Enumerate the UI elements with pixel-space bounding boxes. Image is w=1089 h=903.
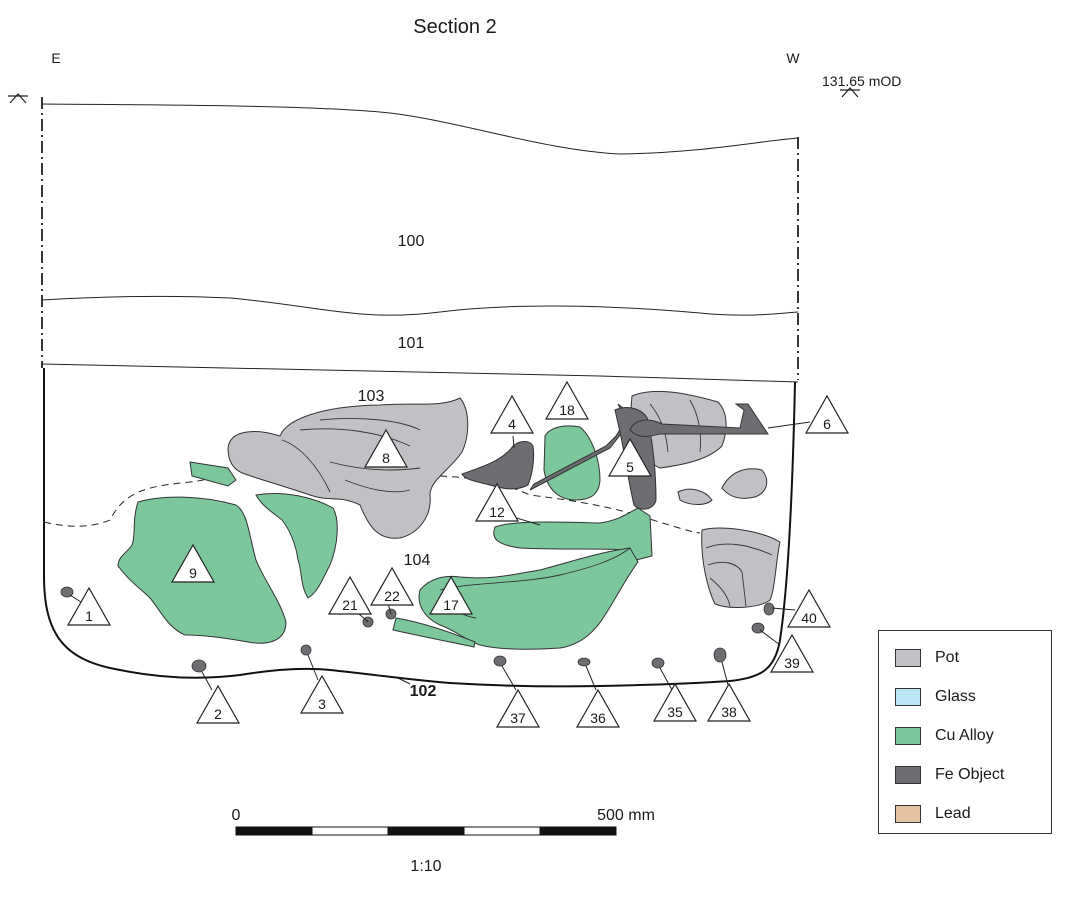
- section-title: Section 2: [413, 16, 496, 38]
- scale-segment-5: [539, 826, 617, 836]
- glass-swatch: [895, 688, 921, 706]
- datum-label: 131.65 mOD: [822, 73, 901, 89]
- context-label-100: 100: [398, 233, 425, 250]
- find-dot-35: [651, 657, 665, 669]
- lead-swatch: [895, 805, 921, 823]
- datum-marker-left: [8, 93, 28, 104]
- find-label-5: 5: [626, 459, 634, 475]
- find-label-1: 1: [85, 608, 93, 624]
- cu-object-18: [543, 425, 601, 501]
- legend-item-fe-object: Fe Object: [895, 764, 1004, 786]
- fe-object-4: [461, 441, 535, 490]
- cu-fragment-a: [189, 461, 237, 487]
- find-label-17: 17: [443, 597, 459, 613]
- cu-object-17-seam: [439, 547, 631, 591]
- pot-swatch: [895, 649, 921, 667]
- context-label-103: 103: [358, 388, 385, 405]
- find-label-21: 21: [342, 597, 358, 613]
- find-label-40: 40: [801, 610, 817, 626]
- fe-object-6: [629, 403, 769, 437]
- find-label-38: 38: [721, 704, 737, 720]
- context-label-104: 104: [404, 552, 431, 569]
- legend: Pot Glass Cu Alloy Fe Object Lead: [878, 630, 1052, 834]
- find-label-6: 6: [823, 416, 831, 432]
- pot-sherd-b: [677, 488, 713, 505]
- legend-label: Glass: [935, 688, 976, 705]
- legend-item-pot: Pot: [895, 647, 959, 669]
- scale-ratio-label: 1:10: [410, 858, 441, 875]
- find-label-9: 9: [189, 565, 197, 581]
- find-label-35: 35: [667, 704, 683, 720]
- east-label: E: [51, 50, 60, 66]
- find-dot-2: [191, 659, 207, 673]
- west-label: W: [786, 50, 800, 66]
- context-label-101: 101: [398, 335, 425, 352]
- cu-object-12: [493, 507, 653, 561]
- legend-label: Lead: [935, 805, 971, 822]
- find-label-37: 37: [510, 710, 526, 726]
- find-label-8: 8: [382, 450, 390, 466]
- legend-label: Cu Alloy: [935, 727, 994, 744]
- legend-item-glass: Glass: [895, 686, 976, 708]
- find-dot-1: [60, 586, 74, 598]
- scale-segment-4: [463, 826, 541, 836]
- legend-label: Pot: [935, 649, 960, 666]
- cu-object-17: [418, 547, 639, 650]
- pot-sherd-a: [721, 468, 768, 499]
- scale-end-label: 500 mm: [597, 807, 655, 824]
- find-dot-3: [300, 644, 312, 656]
- legend-label: Fe Object: [935, 766, 1005, 783]
- cut-outline-102: [43, 368, 796, 688]
- find-label-18: 18: [559, 402, 575, 418]
- find-label-12: 12: [489, 504, 505, 520]
- find-label-22: 22: [384, 588, 400, 604]
- context-102-leader: [397, 677, 411, 685]
- find-dot-40: [763, 602, 775, 616]
- find-label-4: 4: [508, 416, 516, 432]
- find-dot-38: [713, 647, 727, 663]
- find-dot-36: [577, 657, 591, 667]
- cu-alloy-swatch: [895, 727, 921, 745]
- find-label-2: 2: [214, 706, 222, 722]
- pot-8: [227, 397, 469, 539]
- layer-boundary-100-101: [41, 295, 799, 316]
- find-label-3: 3: [318, 696, 326, 712]
- scale-start-label: 0: [232, 807, 241, 824]
- cu-fragment-b: [255, 492, 338, 599]
- scale-bar: [235, 826, 617, 836]
- datum-marker-right: [840, 87, 860, 98]
- legend-item-cu-alloy: Cu Alloy: [895, 725, 994, 747]
- legend-item-lead: Lead: [895, 803, 971, 825]
- find-dot-37: [493, 655, 507, 667]
- layer-boundary-101-103: [41, 363, 799, 383]
- context-label-102: 102: [410, 683, 437, 700]
- pot-sherd-stack: [701, 527, 781, 608]
- find-label-39: 39: [784, 655, 800, 671]
- fe-object-swatch: [895, 766, 921, 784]
- ground-surface-line: [41, 103, 799, 155]
- find-label-36: 36: [590, 710, 606, 726]
- scale-segment-1: [235, 826, 313, 836]
- scale-segment-2: [311, 826, 389, 836]
- scale-segment-3: [387, 826, 465, 836]
- cu-strip: [392, 617, 476, 648]
